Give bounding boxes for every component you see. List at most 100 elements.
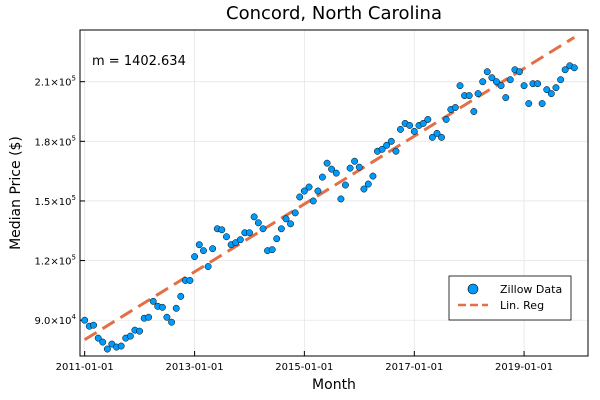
data-point	[250, 213, 258, 221]
y-tick-label: 1.8×105	[35, 134, 76, 148]
data-point	[172, 304, 180, 312]
data-point	[543, 86, 551, 94]
data-point	[223, 233, 230, 241]
data-point	[424, 116, 432, 123]
data-point	[341, 181, 349, 189]
data-point	[218, 226, 226, 234]
data-point	[397, 125, 404, 133]
legend: Zillow Data Lin. Reg	[448, 275, 572, 321]
data-point	[314, 187, 322, 195]
y-axis-ticks: 9.0×104 1.2×105 1.5×105 1.8×105 2.1×105	[35, 75, 85, 327]
data-point	[168, 318, 176, 326]
data-point	[506, 76, 514, 84]
data-point	[259, 225, 267, 233]
data-point	[479, 78, 487, 86]
data-point	[186, 277, 194, 284]
data-point	[117, 342, 125, 350]
x-tick-label: 2019-01-01	[495, 362, 553, 373]
data-point	[323, 159, 331, 167]
data-point	[268, 246, 276, 254]
slope-annotation: m = 1402.634	[92, 54, 186, 69]
data-point	[282, 215, 290, 223]
data-point	[465, 92, 473, 100]
data-point	[488, 74, 496, 82]
data-point	[191, 253, 199, 261]
data-point	[94, 334, 102, 342]
chart-title: Concord, North Carolina	[226, 3, 442, 24]
data-point	[296, 193, 304, 201]
data-point	[470, 108, 478, 115]
data-point	[442, 116, 450, 123]
data-point	[209, 245, 217, 253]
data-point	[561, 66, 569, 74]
y-tick-label: 2.1×105	[35, 75, 76, 89]
data-point	[305, 183, 313, 191]
data-point	[355, 163, 363, 171]
data-point	[369, 172, 377, 180]
data-point	[195, 241, 203, 249]
data-point	[387, 137, 395, 145]
data-point	[364, 180, 372, 188]
data-point	[456, 82, 464, 90]
data-point	[520, 82, 528, 90]
data-point	[378, 145, 386, 153]
data-point	[328, 165, 336, 173]
x-axis-ticks: 2011-01-01 2013-01-01 2015-01-01 2017-01-01…	[56, 351, 553, 373]
legend-label-zillow: Zillow Data	[500, 283, 562, 296]
data-point	[126, 332, 134, 340]
data-point	[254, 219, 262, 227]
data-points	[81, 62, 578, 353]
legend-point-marker	[467, 283, 479, 295]
data-point	[419, 119, 427, 127]
data-point	[273, 235, 281, 243]
data-point	[163, 313, 171, 321]
data-point	[552, 84, 560, 92]
data-point	[318, 173, 326, 181]
data-point	[538, 100, 546, 107]
data-point	[90, 321, 97, 329]
data-point	[451, 104, 459, 111]
data-point	[277, 225, 285, 233]
data-point	[534, 80, 542, 88]
data-point	[99, 338, 107, 346]
data-point	[287, 220, 294, 228]
plot-frame	[79, 29, 589, 357]
data-point	[497, 82, 505, 90]
data-point	[360, 185, 368, 193]
regression-line	[83, 36, 576, 341]
data-point	[309, 197, 317, 205]
x-tick-label: 2015-01-01	[275, 362, 333, 373]
data-point	[438, 133, 445, 141]
data-point	[337, 195, 345, 203]
x-tick-label: 2017-01-01	[385, 362, 443, 373]
data-point	[433, 129, 441, 137]
data-point	[410, 127, 418, 135]
data-point	[177, 292, 185, 300]
data-point	[145, 313, 153, 321]
data-point	[332, 169, 340, 177]
x-tick-label: 2011-01-01	[56, 362, 114, 373]
legend-box	[448, 275, 572, 321]
x-axis-label: Month	[312, 377, 356, 393]
legend-label-regression: Lin. Reg	[500, 299, 544, 312]
y-axis-label: Median Price ($)	[8, 136, 24, 250]
y-tick-label: 1.2×105	[35, 254, 76, 268]
data-point	[300, 187, 308, 195]
data-point	[351, 157, 359, 165]
data-point	[474, 90, 482, 98]
data-point	[492, 78, 500, 86]
y-tick-label: 1.5×105	[35, 194, 76, 208]
data-point	[291, 209, 299, 217]
data-point	[236, 236, 244, 244]
data-point	[103, 345, 111, 353]
data-point	[557, 76, 565, 84]
data-point	[406, 121, 414, 129]
data-point	[246, 229, 253, 237]
y-tick-label: 9.0×104	[35, 313, 77, 327]
data-point	[570, 64, 578, 72]
data-point	[483, 68, 491, 76]
data-point	[149, 297, 157, 305]
data-point	[547, 90, 555, 98]
data-point	[81, 316, 89, 324]
data-point	[136, 327, 144, 335]
